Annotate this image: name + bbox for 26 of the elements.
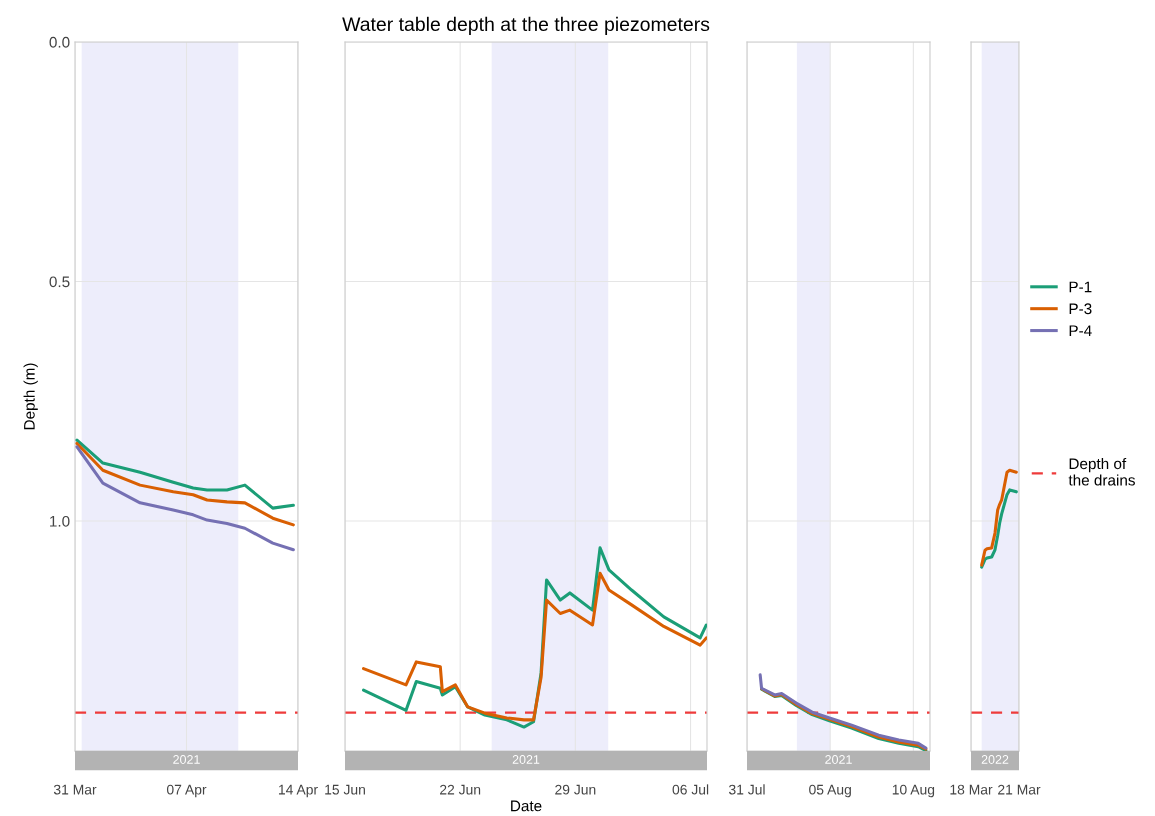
- text: 2021: [512, 755, 540, 764]
- legend-label: Depth of the drains: [1068, 457, 1135, 486]
- y-tick-label: 1.0: [50, 515, 70, 527]
- text: 2021: [825, 755, 852, 764]
- x-tick-label: 10 Aug: [892, 784, 935, 798]
- text: 2022: [981, 755, 1009, 764]
- chart-title: Water table depth at the three piezometers: [342, 16, 710, 35]
- x-tick-label: 18 Mar: [950, 784, 993, 795]
- x-tick-label: 21 Mar: [998, 784, 1041, 795]
- y-axis-title: Depth (m): [23, 363, 38, 430]
- x-tick-label: 22 Jun: [440, 784, 481, 795]
- legend-label: P-4: [1069, 325, 1092, 336]
- x-tick-label: 29 Jun: [555, 784, 596, 795]
- x-tick-label: 06 Jul: [672, 784, 709, 795]
- x-tick-label: 31 Jul: [729, 784, 765, 795]
- x-tick-label: 15 Jun: [325, 784, 365, 795]
- y-tick-label: 0.5: [49, 276, 70, 288]
- text: 2021: [173, 755, 200, 764]
- y-tick-label: 0.0: [49, 36, 70, 48]
- x-tick-label: 31 Mar: [53, 784, 97, 795]
- x-tick-label: 05 Aug: [809, 784, 851, 798]
- x-tick-label: 14 Apr: [278, 784, 318, 798]
- x-tick-label: 07 Apr: [166, 784, 207, 798]
- x-axis-title: Date: [511, 800, 542, 812]
- legend-label: P-1: [1069, 281, 1092, 293]
- legend-label: P-3: [1069, 303, 1092, 315]
